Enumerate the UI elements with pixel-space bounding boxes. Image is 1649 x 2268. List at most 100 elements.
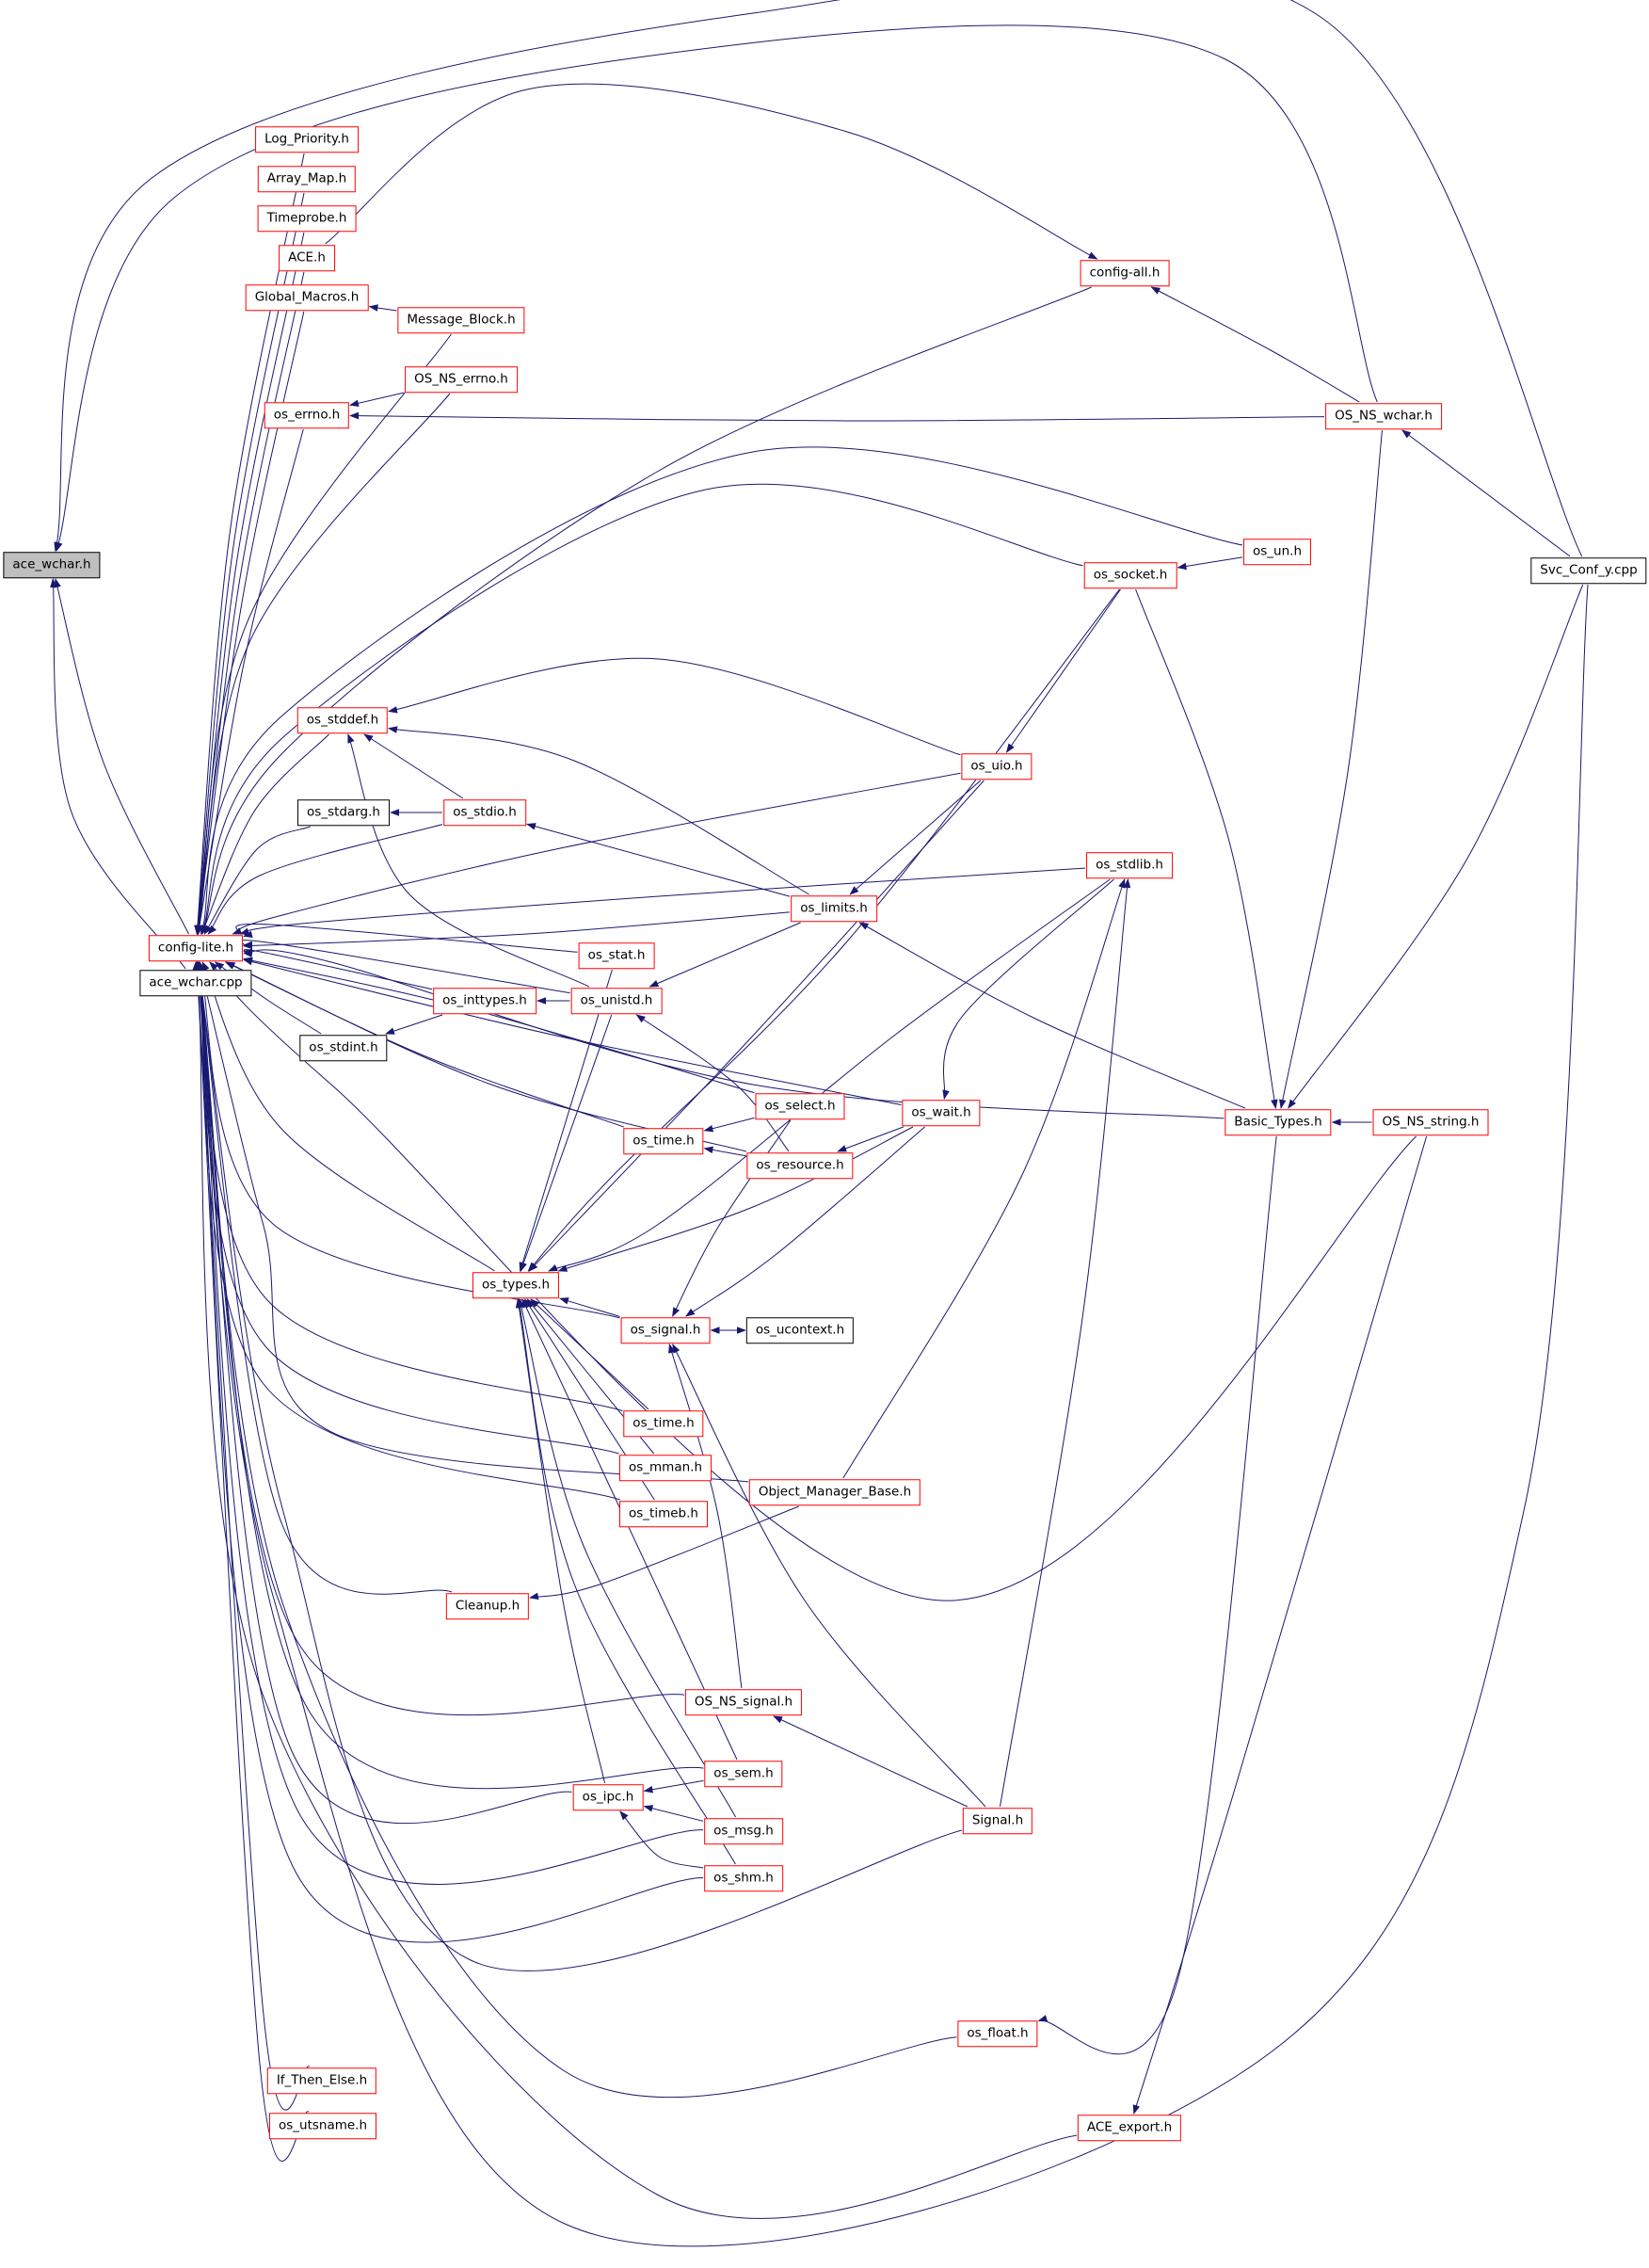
edge-os_sem_h-to-os_ipc_h	[643, 1779, 704, 1793]
node-ACE_export_h[interactable]: ACE_export.h	[1077, 2115, 1182, 2141]
node-os_ipc_h[interactable]: os_ipc.h	[572, 1784, 644, 1810]
node-Cleanup_h[interactable]: Cleanup.h	[445, 1593, 530, 1619]
edge-os_signal_h-to-os_types_h	[559, 1297, 620, 1317]
edge-os_resource_h-to-os_time_1_h	[703, 1146, 746, 1157]
edge-os_limits_h-to-os_stdio_h	[526, 823, 791, 897]
edge-os_signal_h-to-config_lite_h	[198, 961, 620, 1319]
edge-os_socket_h-to-os_uio_h	[1005, 588, 1121, 753]
edge-Object_Manager_Base_h-to-Cleanup_h	[529, 1505, 799, 1600]
node-Global_Macros_h[interactable]: Global_Macros.h	[245, 284, 369, 311]
node-OS_NS_wchar_h[interactable]: OS_NS_wchar.h	[1325, 403, 1442, 429]
node-Svc_Conf_y_cpp: Svc_Conf_y.cpp	[1530, 557, 1647, 584]
node-config_all_h[interactable]: config-all.h	[1080, 260, 1170, 286]
edge-os_uio_h-to-config_lite_h	[232, 772, 961, 935]
node-os_time_1_h[interactable]: os_time.h	[623, 1128, 704, 1154]
node-Array_Map_h[interactable]: Array_Map.h	[257, 166, 357, 192]
node-Basic_Types_h[interactable]: Basic_Types.h	[1225, 1109, 1332, 1135]
node-os_utsname_h[interactable]: os_utsname.h	[268, 2113, 377, 2139]
edge-Signal_h-to-OS_NS_signal_h	[773, 1715, 969, 1808]
node-Object_Manager_Base_h[interactable]: Object_Manager_Base.h	[748, 1479, 921, 1505]
node-os_un_h[interactable]: os_un.h	[1242, 539, 1312, 565]
node-If_Then_Else_h[interactable]: If_Then_Else.h	[266, 2067, 377, 2094]
edge-OS_NS_string_h-to-config_lite_h	[209, 961, 1417, 1601]
edge-os_wait_h-to-os_signal_h	[685, 1126, 925, 1317]
node-Message_Block_h[interactable]: Message_Block.h	[397, 307, 525, 333]
edge-os_stdarg_h-to-config_lite_h	[203, 826, 311, 935]
node-os_types_h[interactable]: os_types.h	[472, 1272, 560, 1298]
edge-Signal_h-to-os_stdlib_h	[1000, 878, 1131, 1808]
node-os_stddef_h[interactable]: os_stddef.h	[296, 707, 389, 733]
node-ACE_h[interactable]: ACE.h	[279, 245, 335, 271]
edge-Basic_Types_h-to-os_float_h	[1037, 1135, 1277, 2055]
node-ace_wchar_cpp: ace_wchar.cpp	[139, 970, 252, 996]
node-os_mman_h[interactable]: os_mman.h	[618, 1455, 712, 1481]
node-Timeprobe_h[interactable]: Timeprobe.h	[257, 205, 357, 232]
edge-os_uio_h-to-os_limits_h	[849, 780, 982, 895]
edge-OS_NS_errno_h-to-config_lite_h	[196, 393, 451, 935]
edge-os_unistd_h-to-os_types_h	[520, 1014, 613, 1272]
node-os_stdlib_h[interactable]: os_stdlib.h	[1086, 852, 1173, 878]
edge-os_time_2_h-to-config_lite_h	[197, 961, 623, 1411]
edge-config_all_h-to-config_lite_h	[201, 286, 1092, 935]
node-os_sem_h[interactable]: os_sem.h	[704, 1761, 783, 1787]
edge-os_sem_h-to-config_lite_h	[195, 961, 704, 1790]
node-os_uio_h[interactable]: os_uio.h	[961, 753, 1033, 780]
edge-Message_Block_h-to-Global_Macros_h	[368, 304, 397, 312]
node-os_signal_h[interactable]: os_signal.h	[620, 1317, 711, 1343]
node-OS_NS_errno_h[interactable]: OS_NS_errno.h	[405, 366, 518, 393]
edge-os_types_h-to-config_lite_h	[201, 961, 495, 1272]
edge-os_stdio_h-to-os_stddef_h	[363, 733, 464, 799]
node-os_stat_h[interactable]: os_stat.h	[578, 942, 655, 969]
edge-OS_NS_wchar_h-to-ace_wchar_h	[56, 24, 1378, 552]
edge-os_select_h-to-os_signal_h	[672, 1119, 792, 1317]
edge-os_wait_h-to-config_lite_h	[243, 957, 902, 1105]
node-OS_NS_string_h[interactable]: OS_NS_string.h	[1372, 1109, 1489, 1135]
edge-Basic_Types_h-to-config_lite_h	[243, 949, 1225, 1119]
edge-Svc_Conf_y_cpp-to-ace_wchar_h	[54, 0, 1583, 557]
edge-OS_NS_wchar_h-to-os_errno_h	[349, 411, 1325, 422]
node-os_time_2_h[interactable]: os_time.h	[623, 1410, 704, 1437]
edge-os_msg_h-to-os_types_h	[518, 1298, 737, 1818]
edge-os_limits_h-to-os_unistd_h	[648, 922, 801, 988]
edge-os_uio_h-to-os_stddef_h	[388, 657, 961, 756]
edge-os_stdio_h-to-config_lite_h	[207, 824, 443, 935]
node-os_resource_h[interactable]: os_resource.h	[746, 1152, 854, 1179]
node-OS_NS_signal_h[interactable]: OS_NS_signal.h	[684, 1689, 803, 1715]
node-os_stdio_h[interactable]: os_stdio.h	[443, 799, 526, 826]
edge-Signal_h-to-os_signal_h	[672, 1343, 986, 1808]
node-os_shm_h[interactable]: os_shm.h	[704, 1865, 783, 1891]
node-os_select_h[interactable]: os_select.h	[755, 1093, 845, 1119]
node-os_ucontext_h: os_ucontext.h	[745, 1317, 855, 1343]
edge-os_msg_h-to-config_lite_h	[195, 961, 704, 1885]
edge-os_timeb_h-to-config_lite_h	[195, 961, 620, 1501]
edge-OS_NS_signal_h-to-config_lite_h	[195, 961, 685, 1716]
edge-Global_Macros_h-to-config_lite_h	[195, 311, 305, 935]
edge-os_ipc_h-to-os_types_h	[515, 1298, 606, 1784]
node-os_errno_h[interactable]: os_errno.h	[264, 402, 350, 428]
node-os_inttypes_h[interactable]: os_inttypes.h	[433, 988, 536, 1014]
edge-Svc_Conf_y_cpp-to-Basic_Types_h	[1288, 584, 1584, 1109]
edge-Svc_Conf_y_cpp-to-config_lite_h	[195, 584, 1589, 2247]
edge-os_ipc_h-to-config_lite_h	[195, 961, 572, 1824]
node-ace_wchar_h: ace_wchar.h	[3, 552, 101, 578]
node-os_stdarg_h: os_stdarg.h	[297, 799, 390, 826]
node-os_socket_h[interactable]: os_socket.h	[1083, 562, 1177, 588]
node-Signal_h[interactable]: Signal.h	[962, 1808, 1033, 1834]
node-os_float_h[interactable]: os_float.h	[957, 2020, 1038, 2047]
node-Log_Priority_h[interactable]: Log_Priority.h	[255, 126, 359, 153]
edge-os_float_h-to-config_lite_h	[195, 961, 957, 2099]
edge-Cleanup_h-to-config_lite_h	[195, 961, 453, 1595]
edge-os_stdlib_h-to-os_wait_h	[942, 878, 1114, 1100]
node-os_wait_h[interactable]: os_wait.h	[902, 1100, 981, 1126]
node-config_lite_h[interactable]: config-lite.h	[148, 935, 244, 961]
node-os_limits_h[interactable]: os_limits.h	[791, 895, 877, 922]
edge-os_time_1_h-to-config_lite_h	[224, 961, 624, 1128]
node-os_msg_h[interactable]: os_msg.h	[704, 1818, 783, 1844]
edge-os_limits_h-to-os_stddef_h	[388, 726, 809, 895]
edge-group	[50, 0, 1589, 2247]
edge-If_Then_Else_h-to-config_lite_h	[193, 961, 311, 2111]
edge-os_stdlib_h-to-os_types_h	[548, 878, 1111, 1272]
node-os_timeb_h[interactable]: os_timeb.h	[619, 1501, 708, 1527]
node-os_unistd_h[interactable]: os_unistd.h	[570, 988, 663, 1014]
